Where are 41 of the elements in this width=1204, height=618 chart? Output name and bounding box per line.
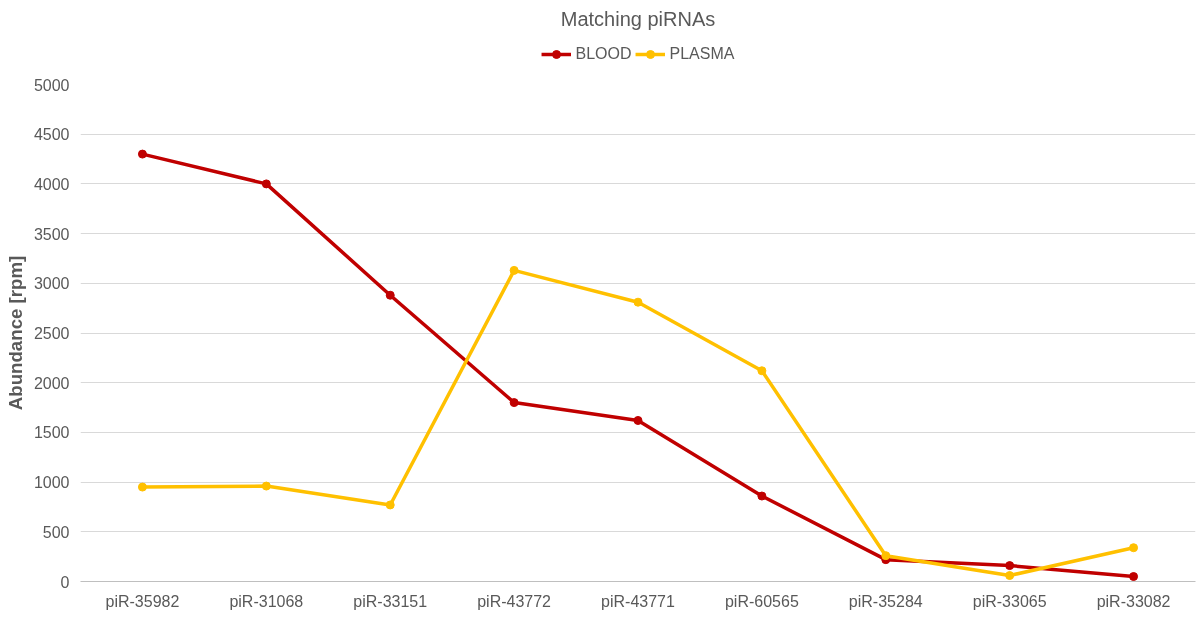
legend-label: PLASMA (669, 45, 735, 63)
x-tick-label: piR-33065 (972, 592, 1047, 610)
x-tick-label: piR-35982 (105, 592, 180, 610)
point (1005, 571, 1015, 581)
y-tick-label: 0 (60, 573, 70, 591)
point (261, 179, 271, 189)
point (1005, 561, 1015, 571)
point (385, 500, 395, 510)
point (261, 481, 271, 491)
point (881, 551, 891, 561)
point (509, 265, 519, 275)
x-tick-label: piR-33151 (353, 592, 428, 610)
y-tick-label: 1500 (33, 424, 70, 442)
y-tick-label: 2000 (33, 374, 70, 392)
x-tick-label: piR-33082 (1096, 592, 1171, 610)
x-tick-label: piR-43772 (477, 592, 552, 610)
y-tick-label: 500 (42, 523, 70, 541)
y-tick-label: 5000 (33, 76, 70, 94)
point (385, 290, 395, 300)
point (1129, 543, 1139, 553)
point (1129, 572, 1139, 582)
y-axis-title: Abundance [rpm] (4, 255, 26, 411)
point (633, 415, 643, 425)
point (137, 482, 147, 492)
point (137, 149, 147, 159)
x-tick-label: piR-60565 (724, 592, 799, 610)
y-tick-label: 1000 (33, 474, 70, 492)
x-tick-label: piR-43771 (601, 592, 676, 610)
x-tick-label: piR-31068 (229, 592, 304, 610)
point (757, 491, 767, 501)
point (633, 297, 643, 307)
point (757, 366, 767, 376)
chart-title: Matching piRNAs (560, 7, 716, 30)
y-tick-label: 3500 (33, 225, 70, 243)
y-tick-label: 4000 (33, 175, 70, 193)
y-tick-label: 3000 (33, 275, 70, 293)
y-tick-label: 2500 (33, 325, 70, 342)
legend-label: BLOOD (575, 45, 632, 63)
point (509, 398, 519, 408)
x-tick-label: piR-35284 (848, 592, 923, 610)
y-tick-label: 4500 (33, 126, 70, 144)
